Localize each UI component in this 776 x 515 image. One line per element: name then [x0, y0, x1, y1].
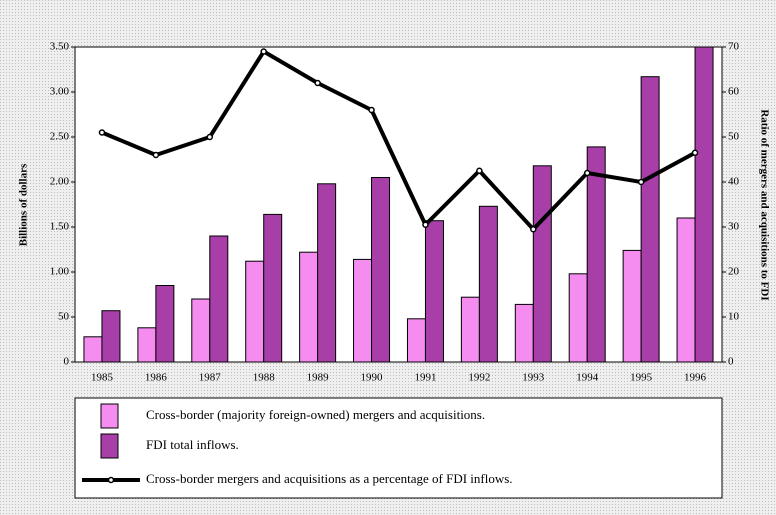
y-tick-label: 2.00: [50, 176, 70, 188]
bar: [317, 183, 337, 363]
y-tick-label: 2.50: [50, 131, 70, 143]
line-marker: [152, 151, 160, 159]
line-marker: [314, 79, 321, 87]
bar: [155, 285, 175, 363]
y-tick-label: 50: [58, 311, 70, 323]
x-tick-label: 1993: [522, 372, 545, 384]
legend-swatch: [100, 433, 119, 459]
legend-swatch: [100, 403, 119, 429]
plot-area: [74, 46, 723, 363]
line-marker: [583, 169, 591, 177]
y2-tick-label: 40: [728, 176, 740, 188]
y-axis-title: Billions of dollars: [18, 163, 30, 246]
x-tick-label: 1987: [199, 372, 222, 384]
line-marker: [691, 149, 699, 156]
y2-tick-label: 0: [728, 356, 734, 368]
bar: [586, 146, 606, 363]
line-marker: [422, 221, 429, 228]
bar: [694, 46, 714, 363]
x-tick-label: 1990: [361, 372, 384, 384]
line-marker: [530, 226, 537, 233]
legend: [74, 397, 723, 499]
legend-label: Cross-border (majority foreign-owned) me…: [146, 407, 485, 422]
x-tick-label: 1985: [91, 372, 114, 384]
line-marker: [476, 167, 483, 174]
y-tick-label: 3.00: [50, 86, 70, 98]
x-tick-label: 1991: [414, 372, 436, 384]
line-marker: [368, 106, 375, 114]
bar: [101, 310, 121, 363]
x-tick-label: 1994: [576, 372, 599, 384]
y2-tick-label: 60: [728, 86, 740, 98]
y-tick-label: 3.50: [50, 41, 70, 53]
y2-tick-label: 20: [728, 266, 740, 278]
bar: [424, 220, 444, 363]
line: [101, 49, 696, 232]
line-marker: [260, 48, 267, 55]
bar: [263, 213, 283, 363]
x-tick-label: 1988: [253, 372, 276, 384]
bar: [532, 165, 552, 363]
x-tick-label: 1996: [684, 372, 707, 384]
y2-tick-label: 10: [728, 311, 740, 323]
bar: [353, 258, 373, 363]
bar: [478, 205, 498, 363]
bar: [640, 76, 660, 363]
y2-tick-label: 30: [728, 221, 740, 233]
bar: [406, 318, 426, 363]
line-marker: [206, 133, 214, 141]
x-tick-label: 1992: [468, 372, 490, 384]
bar: [460, 296, 480, 363]
y-tick-label: 1.50: [50, 221, 70, 233]
x-tick-label: 1989: [307, 372, 330, 384]
bar: [568, 273, 588, 363]
y2-tick-label: 50: [728, 131, 740, 143]
bar: [209, 235, 229, 363]
bar: [137, 327, 157, 363]
y2-axis-title: Ratio of mergers and acquisitions to FDI: [758, 109, 770, 300]
bar: [191, 298, 211, 363]
x-tick-label: 1986: [145, 372, 168, 384]
legend-swatch: [107, 476, 115, 484]
x-tick-label: 1995: [630, 372, 653, 384]
bar: [245, 260, 265, 363]
bar: [622, 249, 642, 363]
bar: [371, 177, 391, 363]
bar: [676, 217, 696, 363]
y-tick-label: 1.00: [50, 266, 70, 278]
bar: [83, 336, 103, 363]
legend-label: Cross-border mergers and acquisitions as…: [146, 471, 513, 486]
line-marker: [98, 129, 106, 136]
y2-tick-label: 70: [728, 41, 740, 53]
legend-label: FDI total inflows.: [146, 437, 239, 452]
bar: [514, 303, 534, 363]
y-tick-label: 0: [64, 356, 70, 368]
line-marker: [637, 178, 645, 186]
bar: [299, 251, 319, 363]
